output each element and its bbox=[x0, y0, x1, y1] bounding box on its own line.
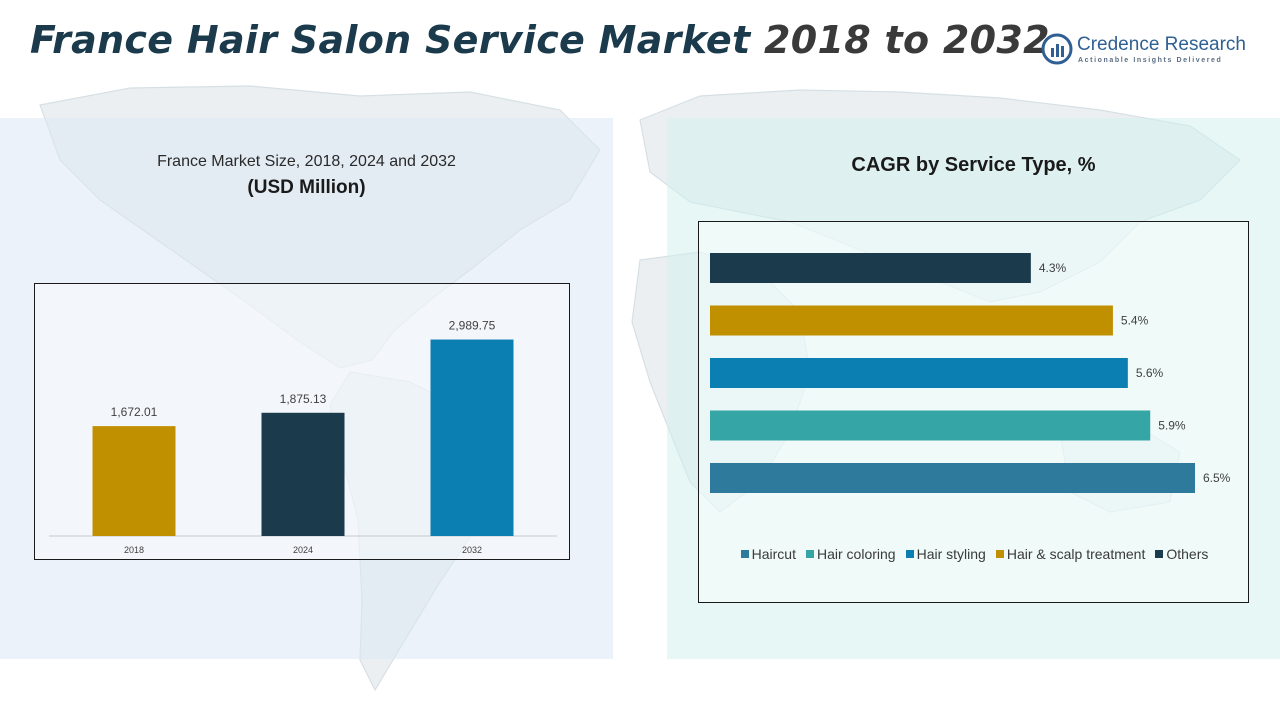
market-size-chart-title: France Market Size, 2018, 2024 and 2032 bbox=[157, 153, 456, 170]
bar-hair-styling bbox=[710, 358, 1128, 388]
bar-others bbox=[710, 253, 1031, 283]
bar-2032 bbox=[430, 339, 514, 536]
market-size-chart-subtitle: (USD Million) bbox=[247, 177, 366, 198]
bar-2024 bbox=[261, 412, 345, 536]
brand-logo: Credence Research Actionable Insights De… bbox=[1040, 32, 1255, 72]
tick-label-2024: 2024 bbox=[293, 545, 313, 555]
bar-hair-scalp-treatment bbox=[710, 305, 1113, 336]
cagr-chart-title: CAGR by Service Type, % bbox=[851, 154, 1096, 176]
tick-label-2018: 2018 bbox=[124, 545, 144, 555]
data-label-2018: 1,672.01 bbox=[111, 405, 158, 419]
legend-label: Others bbox=[1166, 546, 1209, 562]
brand-logo-icon bbox=[1041, 33, 1073, 65]
data-label-2032: 2,989.75 bbox=[449, 319, 496, 333]
title-years: 2018 to 2032 bbox=[764, 18, 1050, 62]
data-label-others: 4.3% bbox=[1039, 261, 1067, 275]
market-size-bar-chart: 1,672.01 2018 1,875.13 2024 2,989.75 2032 bbox=[49, 319, 557, 555]
legend-swatch bbox=[1155, 550, 1164, 558]
data-label-hair-coloring: 5.9% bbox=[1158, 419, 1186, 433]
brand-name: Credence Research bbox=[1077, 34, 1246, 55]
bar-haircut bbox=[710, 463, 1195, 493]
cagr-bar-chart: 4.3% 5.4% 5.6% 5.9% 6.5% bbox=[710, 253, 1231, 493]
legend-label: Hair styling bbox=[916, 546, 986, 562]
data-label-hair-scalp-treatment: 5.4% bbox=[1121, 314, 1149, 328]
bar-hair-coloring bbox=[710, 410, 1151, 441]
data-label-haircut: 6.5% bbox=[1203, 471, 1231, 485]
bar-2018 bbox=[92, 426, 176, 536]
page-title: France Hair Salon Service Market 2018 to… bbox=[30, 18, 1050, 62]
legend-label: Hair & scalp treatment bbox=[1006, 546, 1146, 562]
tick-label-2032: 2032 bbox=[462, 545, 482, 555]
data-label-2024: 1,875.13 bbox=[280, 392, 327, 406]
title-main: France Hair Salon Service Market bbox=[30, 18, 751, 62]
cagr-panel bbox=[667, 118, 1280, 659]
cagr-legend: Haircut Hair coloring Hair styling Hair & s… bbox=[699, 546, 1250, 562]
legend-label: Haircut bbox=[751, 546, 796, 562]
cagr-chart: 4.3% 5.4% 5.6% 5.9% 6.5% Haircut Hair colorin… bbox=[698, 221, 1249, 603]
legend-item-others: Others bbox=[1155, 546, 1208, 562]
data-label-hair-styling: 5.6% bbox=[1136, 366, 1164, 380]
legend-label: Hair coloring bbox=[817, 546, 896, 562]
legend-item-hair-scalp-treatment: Hair & scalp treatment bbox=[995, 546, 1146, 562]
legend-item-hair-coloring: Hair coloring bbox=[806, 546, 896, 562]
legend-swatch bbox=[905, 550, 914, 558]
legend-swatch bbox=[740, 550, 749, 558]
legend-item-hair-styling: Hair styling bbox=[905, 546, 986, 562]
brand-tagline: Actionable Insights Delivered bbox=[1078, 57, 1223, 64]
legend-swatch bbox=[806, 550, 814, 558]
market-size-chart: 1,672.01 2018 1,875.13 2024 2,989.75 2032 bbox=[34, 283, 570, 560]
legend-item-haircut: Haircut bbox=[740, 546, 796, 562]
legend-swatch bbox=[995, 550, 1004, 558]
